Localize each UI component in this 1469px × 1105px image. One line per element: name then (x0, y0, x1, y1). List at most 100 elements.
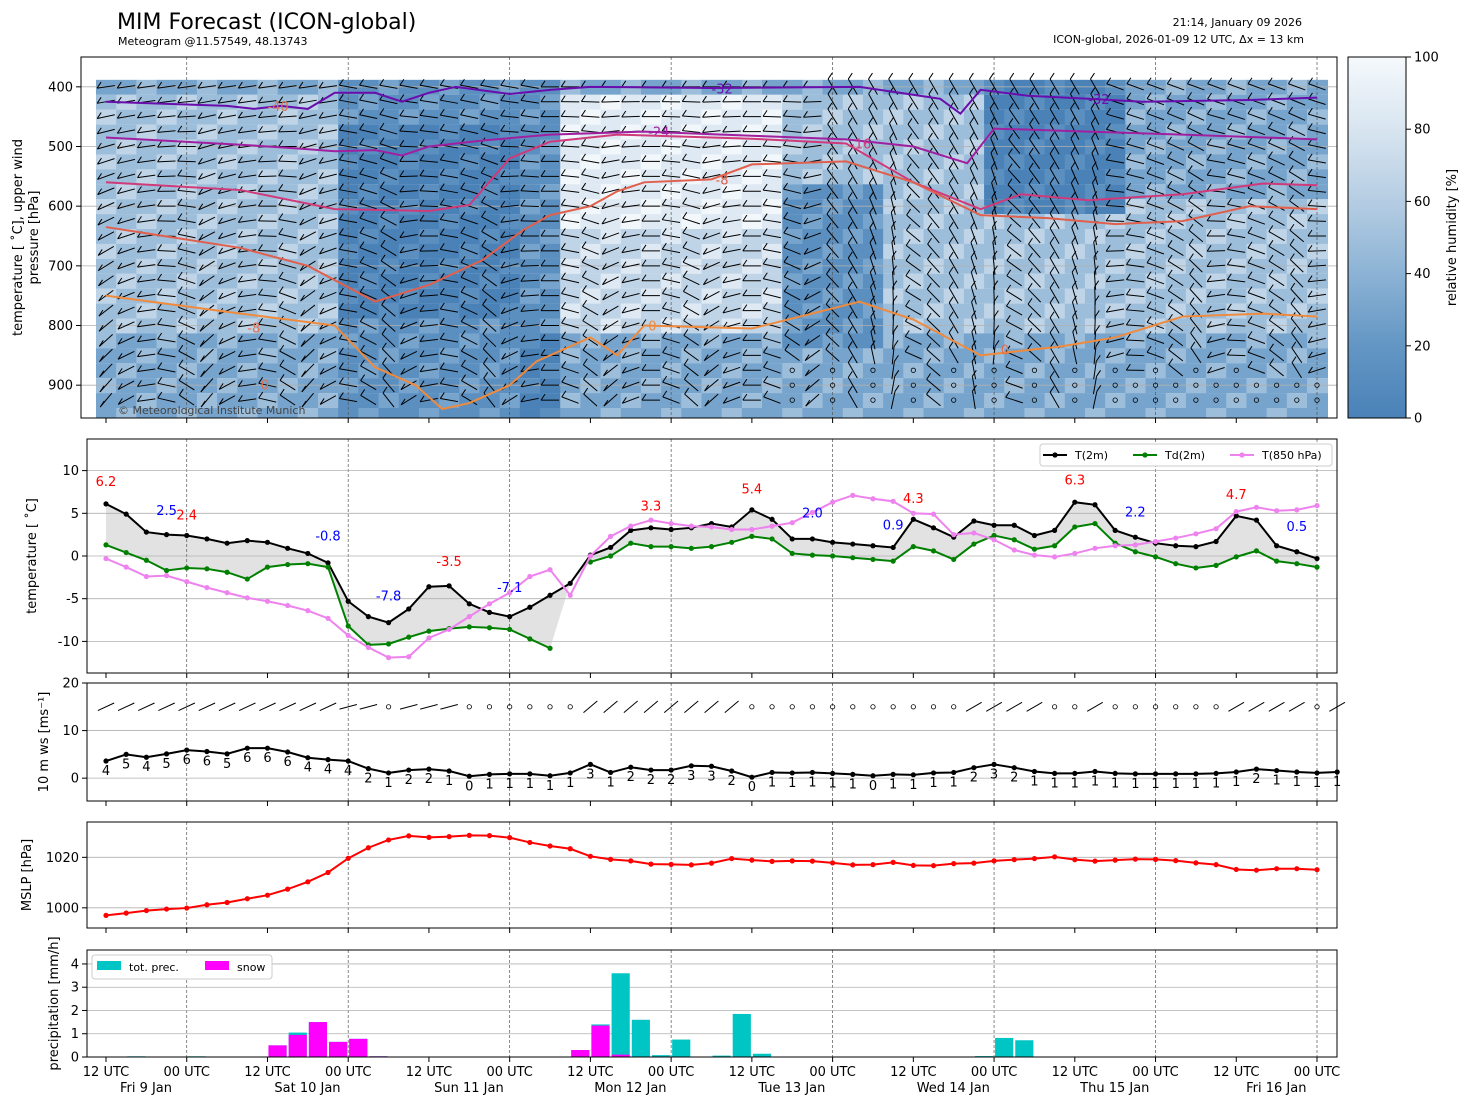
wind-barb-flag (684, 373, 689, 380)
wind-speed-label: 1 (606, 775, 614, 790)
wind-barb-icon (561, 174, 580, 178)
wind-barb-flag (399, 246, 405, 254)
wind-barb-icon (500, 145, 519, 148)
wind-barb-flag (601, 263, 607, 270)
humidity-cell (96, 273, 117, 289)
wind-barb-flag (702, 232, 708, 240)
wind-barb-flag (480, 166, 486, 174)
humidity-cell (984, 393, 1006, 409)
wind-barb-icon (601, 144, 620, 149)
wind-barb-flag (137, 320, 142, 328)
wind-barb-flag (177, 111, 183, 118)
wind-barb-icon (218, 336, 236, 345)
humidity-cell (721, 378, 743, 394)
legend-swatch (205, 961, 229, 970)
wind-barb-icon (702, 130, 721, 134)
wind-barb-flag (683, 343, 689, 351)
series-1-point (486, 625, 493, 631)
wind-barb-flag (177, 227, 183, 235)
wind-barb-icon (98, 275, 114, 287)
mslp-point (305, 879, 311, 885)
wind-barb-flag (501, 337, 506, 345)
wind-barb-flag (399, 216, 405, 223)
wind-barb-icon (117, 350, 135, 360)
series-0-point (103, 501, 109, 507)
wind-barb-flag (683, 329, 689, 336)
wind-barb-icon (783, 188, 802, 194)
wind-speed-point (567, 770, 573, 776)
wind-barb-flag (116, 142, 122, 149)
humidity-cell (136, 139, 158, 155)
temperature-annotation: 2.5 (156, 504, 177, 519)
humidity-cell (318, 378, 340, 394)
wind-barb-flag (379, 122, 385, 130)
wind-barb-icon (379, 143, 398, 150)
wind-barb-icon (722, 219, 741, 223)
wind-barb-flag (96, 127, 102, 135)
isotherm-label: -24 (648, 126, 669, 141)
humidity-cell (277, 408, 299, 418)
wind-barb-flag (783, 226, 789, 234)
wind-barb-icon (137, 219, 156, 223)
wind-speed-point (143, 754, 149, 760)
wind-barb-flag (601, 217, 607, 225)
wind-barb-icon (258, 397, 277, 403)
wind-barb-icon (662, 219, 681, 223)
humidity-cell (519, 408, 541, 418)
wind-barb-flag (703, 354, 709, 361)
series-2-point (1213, 526, 1219, 532)
x-tick-label: 12 UTC (567, 1065, 613, 1080)
wind-barb-icon (419, 84, 438, 89)
wind-barb-flag (338, 272, 344, 280)
wind-barb-icon (117, 129, 136, 134)
wind-speed-point (123, 751, 129, 757)
wind-barb-icon (177, 189, 196, 193)
humidity-cell (358, 408, 380, 418)
wind-barb-flag (359, 315, 365, 322)
wind-barb-flag (338, 168, 344, 176)
wind-barb-flag (560, 228, 566, 235)
wind-barb-flag (580, 95, 586, 102)
wind-barb-flag (682, 270, 688, 278)
wind-barb-icon (258, 130, 277, 133)
wind-barb-icon (440, 398, 459, 403)
wind-barb-flag (359, 300, 365, 308)
mslp-point (1052, 854, 1058, 860)
humidity-cell (620, 363, 642, 379)
wind-barb-icon (319, 395, 337, 405)
series-2-point (385, 655, 392, 661)
wind-barb-flag (483, 372, 489, 379)
wind-barb-icon (319, 158, 337, 164)
wind-barb-icon (763, 130, 782, 133)
wind-barb-icon (722, 115, 741, 118)
wind-barb-icon (218, 217, 236, 225)
humidity-cell (802, 318, 824, 334)
wind-barb-icon (399, 219, 418, 223)
wind-barb-flag (300, 294, 305, 302)
humidity-cell (237, 318, 259, 334)
humidity-cell (217, 378, 239, 394)
humidity-cell (136, 199, 158, 215)
wind-barb-icon (359, 262, 377, 270)
wind-barb-flag (419, 184, 425, 192)
wind-barb-flag (200, 355, 205, 362)
humidity-cell (1307, 408, 1328, 418)
humidity-cell (620, 393, 642, 409)
humidity-cell (519, 303, 541, 319)
wind-barb-flag (722, 216, 728, 223)
wind-barb-icon (178, 336, 196, 345)
wind-barb-flag (803, 232, 809, 240)
wind-barb-icon (702, 100, 721, 103)
humidity-cell (499, 258, 521, 274)
wind-barb-flag (742, 110, 748, 117)
wind-barb-icon (359, 114, 378, 120)
precipitation-y-tick-label: 3 (71, 981, 79, 996)
humidity-cell (519, 258, 541, 274)
humidity-cell (176, 79, 198, 95)
wind-barb-flag (258, 185, 263, 192)
wind-barb-icon (460, 99, 479, 104)
wind-barb-flag (177, 242, 183, 250)
wind-barb-icon (621, 204, 640, 208)
humidity-cell (1084, 348, 1106, 364)
